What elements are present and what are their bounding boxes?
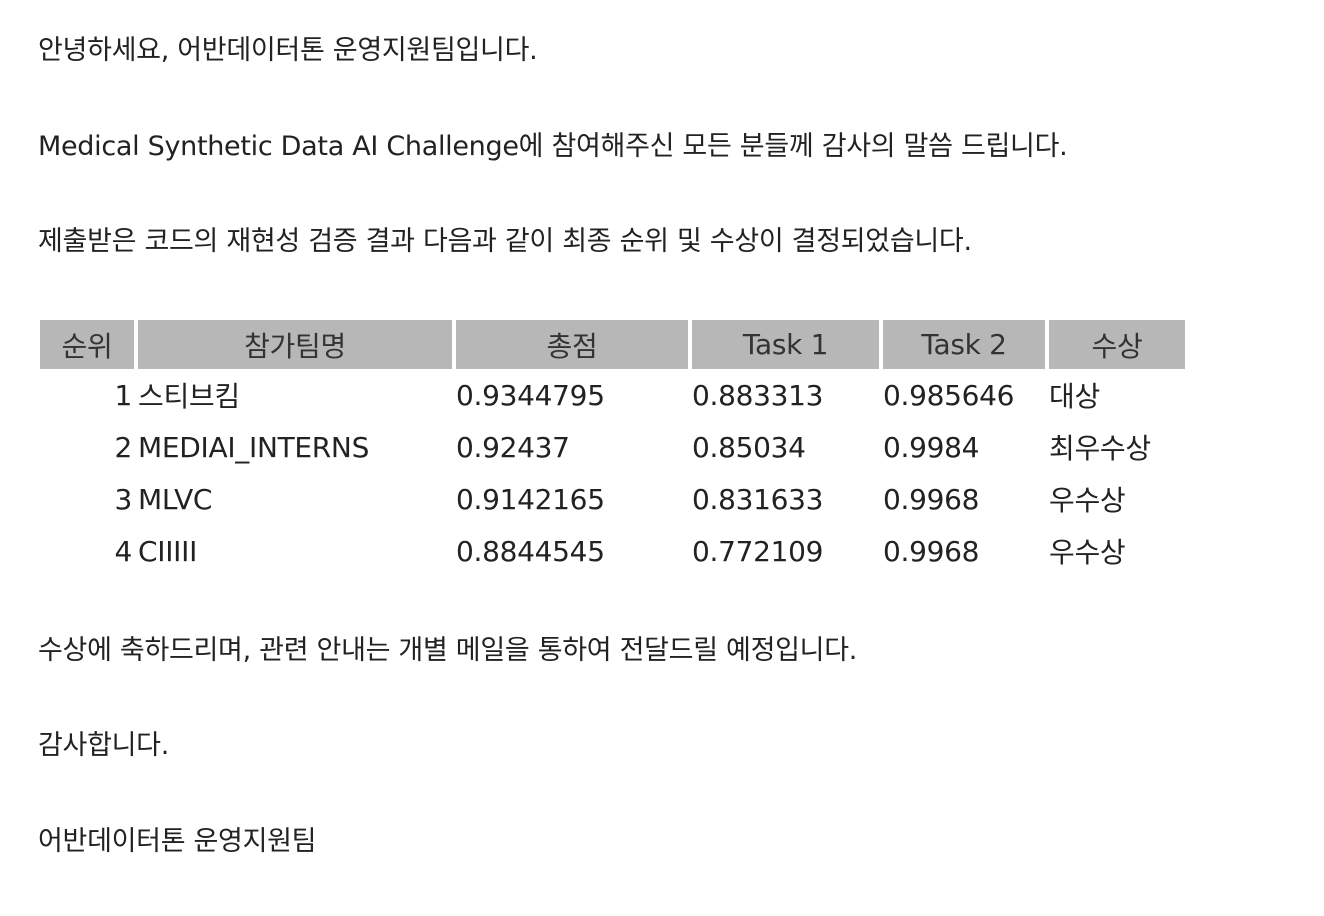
table-row: 4 CIIIII 0.8844545 0.772109 0.9968 우수상 [40, 525, 1185, 577]
result-intro-text: 제출받은 코드의 재현성 검증 결과 다음과 같이 최종 순위 및 수상이 결정… [38, 226, 972, 257]
rank-cell: 2 [114, 430, 132, 464]
task1-cell: 0.772109 [692, 534, 824, 568]
total-cell: 0.8844545 [456, 534, 605, 568]
total-cell: 0.92437 [456, 430, 570, 464]
team-cell: CIIIII [138, 534, 198, 568]
award-cell: 최우수상 [1049, 432, 1151, 465]
team-cell: 스티브킴 [138, 380, 240, 413]
task1-cell: 0.831633 [692, 482, 824, 516]
thanks-text: Medical Synthetic Data AI Challenge에 참여해… [38, 131, 1068, 162]
signature-text: 어반데이터톤 운영지원팀 [38, 826, 317, 857]
rank-cell: 4 [114, 534, 132, 568]
header-team: 참가팀명 [138, 318, 452, 369]
task2-cell: 0.9984 [883, 430, 980, 464]
header-task1: Task 1 [692, 318, 879, 369]
closing-text: 감사합니다. [38, 730, 169, 761]
total-cell: 0.9142165 [456, 482, 605, 516]
task2-cell: 0.9968 [883, 482, 980, 516]
rank-cell: 3 [114, 482, 132, 516]
team-cell: MEDIAI_INTERNS [138, 430, 370, 464]
team-cell: MLVC [138, 482, 213, 516]
greeting-text: 안녕하세요, 어반데이터톤 운영지원팀입니다. [38, 35, 538, 66]
task1-cell: 0.883313 [692, 378, 824, 412]
header-task2: Task 2 [883, 318, 1045, 369]
table-row: 2 MEDIAI_INTERNS 0.92437 0.85034 0.9984 … [40, 421, 1185, 473]
header-award: 수상 [1049, 318, 1185, 369]
task2-cell: 0.9968 [883, 534, 980, 568]
congrats-text: 수상에 축하드리며, 관련 안내는 개별 메일을 통하여 전달드릴 예정입니다. [38, 635, 858, 666]
header-total: 총점 [456, 318, 688, 369]
award-cell: 우수상 [1049, 484, 1126, 517]
table-row: 1 스티브킴 0.9344795 0.883313 0.985646 대상 [40, 369, 1185, 421]
header-rank: 순위 [40, 318, 134, 369]
total-cell: 0.9344795 [456, 378, 605, 412]
rank-cell: 1 [114, 378, 132, 412]
task1-cell: 0.85034 [692, 430, 806, 464]
table-header-row: 순위 참가팀명 총점 Task 1 Task 2 수상 [40, 318, 1185, 369]
results-table: 순위 참가팀명 총점 Task 1 Task 2 수상 1 스티브킴 0.934… [36, 318, 1189, 577]
table-row: 3 MLVC 0.9142165 0.831633 0.9968 우수상 [40, 473, 1185, 525]
award-cell: 대상 [1049, 380, 1100, 413]
award-cell: 우수상 [1049, 536, 1126, 569]
task2-cell: 0.985646 [883, 378, 1015, 412]
